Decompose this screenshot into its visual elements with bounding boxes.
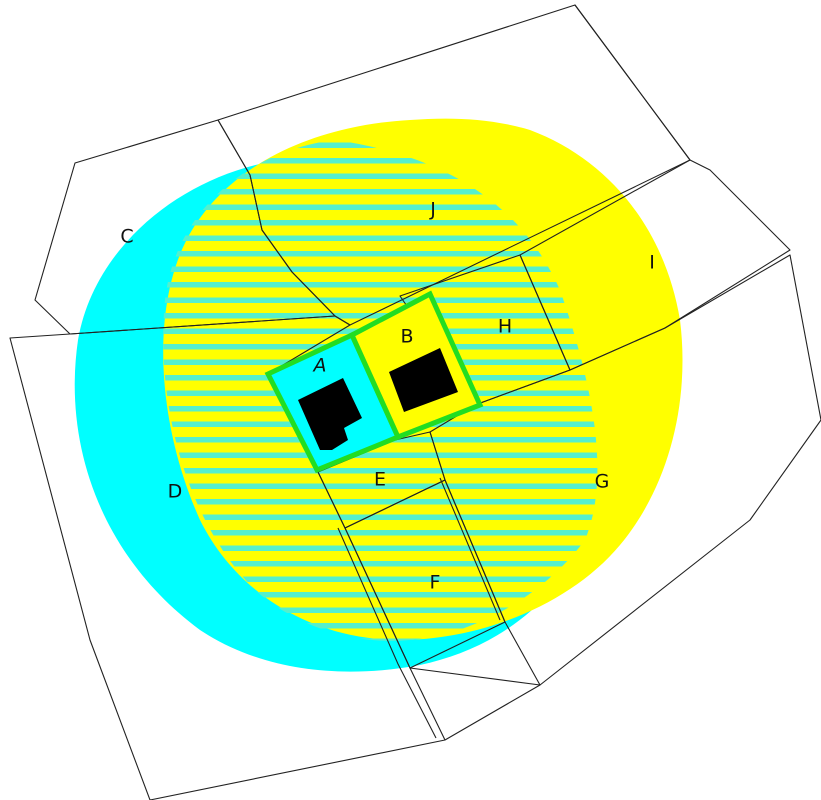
building-a bbox=[298, 378, 362, 450]
parcel-road-edge-2 bbox=[439, 477, 501, 621]
label-f: F bbox=[430, 572, 441, 594]
label-e: E bbox=[374, 469, 386, 491]
parcel-road-edge bbox=[337, 527, 437, 739]
label-j: J bbox=[429, 199, 436, 221]
label-g: G bbox=[595, 471, 610, 493]
building-b bbox=[389, 348, 458, 412]
parcel-south-strip bbox=[409, 667, 541, 741]
label-i: I bbox=[649, 252, 655, 274]
label-c: C bbox=[120, 226, 133, 248]
label-a: A bbox=[312, 355, 327, 377]
label-b: B bbox=[400, 326, 413, 348]
parcel-g bbox=[429, 254, 821, 686]
parcel-labels: A B C D E F G H I J bbox=[120, 199, 654, 594]
label-h: H bbox=[498, 316, 512, 338]
label-d: D bbox=[168, 481, 183, 503]
